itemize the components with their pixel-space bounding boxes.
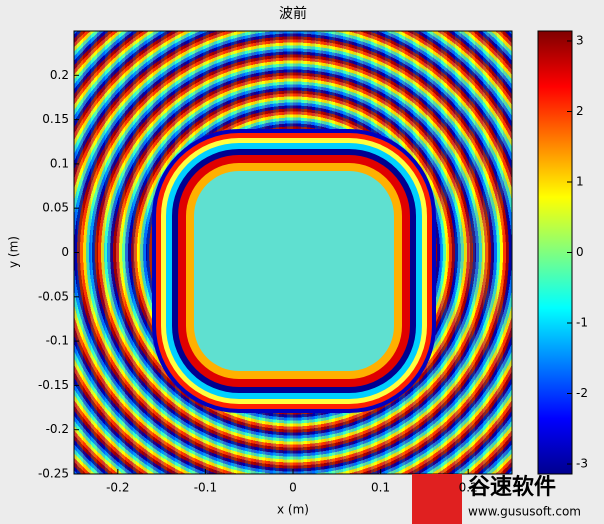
watermark-url: www.gususoft.com bbox=[468, 505, 581, 519]
colorbar-tick-label: -1 bbox=[576, 316, 588, 330]
x-tick-label: 0.2 bbox=[459, 481, 478, 495]
x-tick-label: 0 bbox=[289, 481, 297, 495]
y-tick-label: 0.15 bbox=[42, 112, 69, 126]
x-tick-label: -0.1 bbox=[194, 481, 217, 495]
y-tick-label: -0.1 bbox=[46, 334, 69, 348]
colorbar-tick-label: 0 bbox=[576, 245, 584, 259]
x-tick-label: 0.1 bbox=[371, 481, 390, 495]
logo bbox=[412, 474, 462, 524]
colorbar-tick-label: -3 bbox=[576, 457, 588, 471]
x-axis-label: x (m) bbox=[277, 503, 309, 517]
y-tick-label: -0.25 bbox=[38, 467, 69, 481]
colorbar-tick-label: 1 bbox=[576, 174, 584, 188]
plot-frame bbox=[73, 30, 513, 475]
y-tick-label: 0.05 bbox=[42, 201, 69, 215]
colorbar bbox=[537, 30, 573, 475]
y-tick-label: -0.15 bbox=[38, 378, 69, 392]
x-tick-label: -0.2 bbox=[106, 481, 129, 495]
chart-title: 波前 bbox=[279, 5, 307, 22]
colorbar-tick-label: -2 bbox=[576, 386, 588, 400]
phase-image bbox=[74, 31, 512, 474]
colorbar-tick-label: 3 bbox=[576, 33, 584, 47]
y-tick-label: -0.05 bbox=[38, 289, 69, 303]
watermark: 谷速软件 bbox=[468, 474, 556, 500]
y-tick-label: 0.2 bbox=[50, 68, 69, 82]
y-axis-label: y (m) bbox=[7, 236, 21, 268]
y-tick-label: -0.2 bbox=[46, 422, 69, 436]
y-tick-label: 0.1 bbox=[50, 156, 69, 170]
colorbar-tick-label: 2 bbox=[576, 104, 584, 118]
y-tick-label: 0 bbox=[61, 245, 69, 259]
